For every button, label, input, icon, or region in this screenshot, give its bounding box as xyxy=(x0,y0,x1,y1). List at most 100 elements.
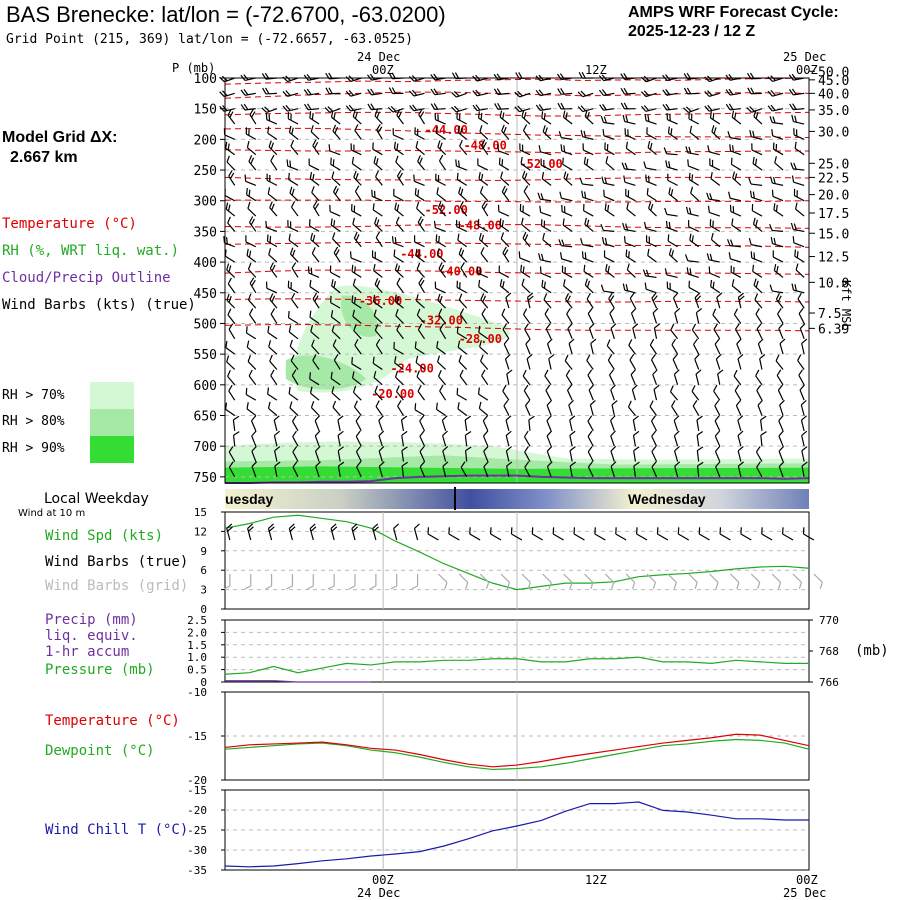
barb-feather xyxy=(587,461,593,468)
barb-staff xyxy=(715,358,721,370)
barb-feather xyxy=(419,430,425,437)
barb-staff xyxy=(544,313,552,324)
barb-feather xyxy=(438,308,443,316)
barb-feather xyxy=(304,103,309,111)
barb-feather xyxy=(587,430,593,437)
barb-staff xyxy=(552,533,564,541)
barb-feather xyxy=(327,106,334,112)
upper-wind-barb xyxy=(667,126,678,140)
barb-feather xyxy=(733,266,735,274)
upper-wind-barb xyxy=(291,415,299,432)
barb-staff xyxy=(268,407,278,416)
upper-wind-barb xyxy=(649,338,658,355)
barb-feather xyxy=(707,90,713,96)
barb-feather xyxy=(436,187,439,195)
barb-staff xyxy=(646,241,657,248)
barb-feather xyxy=(396,143,399,151)
upper-wind-barb xyxy=(673,415,680,432)
barb-feather xyxy=(604,142,606,150)
barb-staff xyxy=(309,225,320,232)
barb-feather xyxy=(482,415,489,422)
barb-feather xyxy=(776,369,782,376)
barb-feather xyxy=(247,293,252,301)
barb-feather xyxy=(435,234,438,242)
upper-wind-barb xyxy=(225,340,236,355)
barb-staff xyxy=(287,165,299,171)
barb-staff xyxy=(546,466,552,478)
barb-staff xyxy=(690,192,700,202)
barb-staff xyxy=(482,420,489,432)
pressure-tick-label: 150 xyxy=(194,103,217,118)
barb-staff xyxy=(290,145,299,156)
barb-staff xyxy=(505,420,510,431)
barb-feather xyxy=(769,115,773,123)
barb-feather xyxy=(311,339,315,347)
barb-staff xyxy=(584,573,594,583)
barb-feather xyxy=(728,88,734,95)
upper-wind-barb xyxy=(584,278,594,294)
barb-feather xyxy=(307,266,310,274)
upper-wind-barb xyxy=(715,353,722,370)
barb-staff xyxy=(629,298,636,309)
barb-feather xyxy=(777,384,784,391)
barb-staff xyxy=(540,92,552,97)
upper-wind-barb xyxy=(757,399,763,416)
barb-staff xyxy=(352,163,362,171)
barb-feather xyxy=(460,249,465,257)
barb-feather xyxy=(270,154,275,162)
upper-wind-barb xyxy=(337,446,345,462)
barb-feather xyxy=(417,250,420,258)
barb-staff xyxy=(331,330,341,340)
barb-feather xyxy=(623,236,626,243)
barb-feather xyxy=(579,177,583,185)
barb-feather xyxy=(643,90,650,97)
barb-staff xyxy=(353,237,362,248)
barb-staff xyxy=(696,465,700,477)
barb-staff xyxy=(524,328,531,340)
kft-tick-label: 35.0 xyxy=(818,104,849,119)
barb-staff xyxy=(395,222,404,232)
upper-wind-barb xyxy=(355,445,362,462)
kft-tick-label: 25.0 xyxy=(818,157,849,172)
upper-wind-barb xyxy=(632,323,639,339)
upper-wind-barb xyxy=(226,293,236,309)
upper-wind-barb xyxy=(247,262,257,278)
upper-wind-barb xyxy=(291,262,299,278)
barb-staff xyxy=(798,374,805,386)
barb-feather xyxy=(693,338,698,345)
upper-wind-barb xyxy=(292,461,299,478)
barb-staff xyxy=(561,137,573,140)
barb-feather xyxy=(633,430,640,436)
upper-wind-barb xyxy=(710,279,721,294)
upper-wind-barb xyxy=(581,251,594,263)
upper-wind-barb xyxy=(351,204,362,217)
barb-feather xyxy=(372,203,375,210)
upper-wind-barb xyxy=(274,446,281,462)
barb-staff xyxy=(584,223,594,232)
barb-staff xyxy=(351,301,362,309)
barb-feather xyxy=(644,113,647,121)
barb-staff xyxy=(610,328,615,339)
barb-feather xyxy=(371,250,374,258)
upper-wind-barb xyxy=(630,369,636,386)
barb-staff xyxy=(273,435,278,447)
barb-feather xyxy=(755,369,760,377)
barb-feather xyxy=(691,174,694,182)
barb-staff xyxy=(650,420,658,432)
barb-feather xyxy=(552,527,555,535)
barb-feather xyxy=(632,323,639,329)
upper-wind-barb xyxy=(438,262,447,278)
barb-feather xyxy=(656,527,659,535)
barb-feather xyxy=(457,160,460,168)
isotherm-line xyxy=(225,199,810,203)
barb-feather xyxy=(244,585,251,590)
barb-feather xyxy=(711,159,714,167)
isotherm-line xyxy=(224,324,810,332)
barb-staff xyxy=(667,227,678,232)
top-date-24dec: 24 Dec xyxy=(357,50,401,64)
surface-wind-barb-grid xyxy=(286,574,294,590)
barb-feather xyxy=(460,262,465,269)
barb-staff xyxy=(688,165,699,171)
surface-wind-barb-true xyxy=(393,523,400,541)
barb-staff xyxy=(350,108,362,112)
